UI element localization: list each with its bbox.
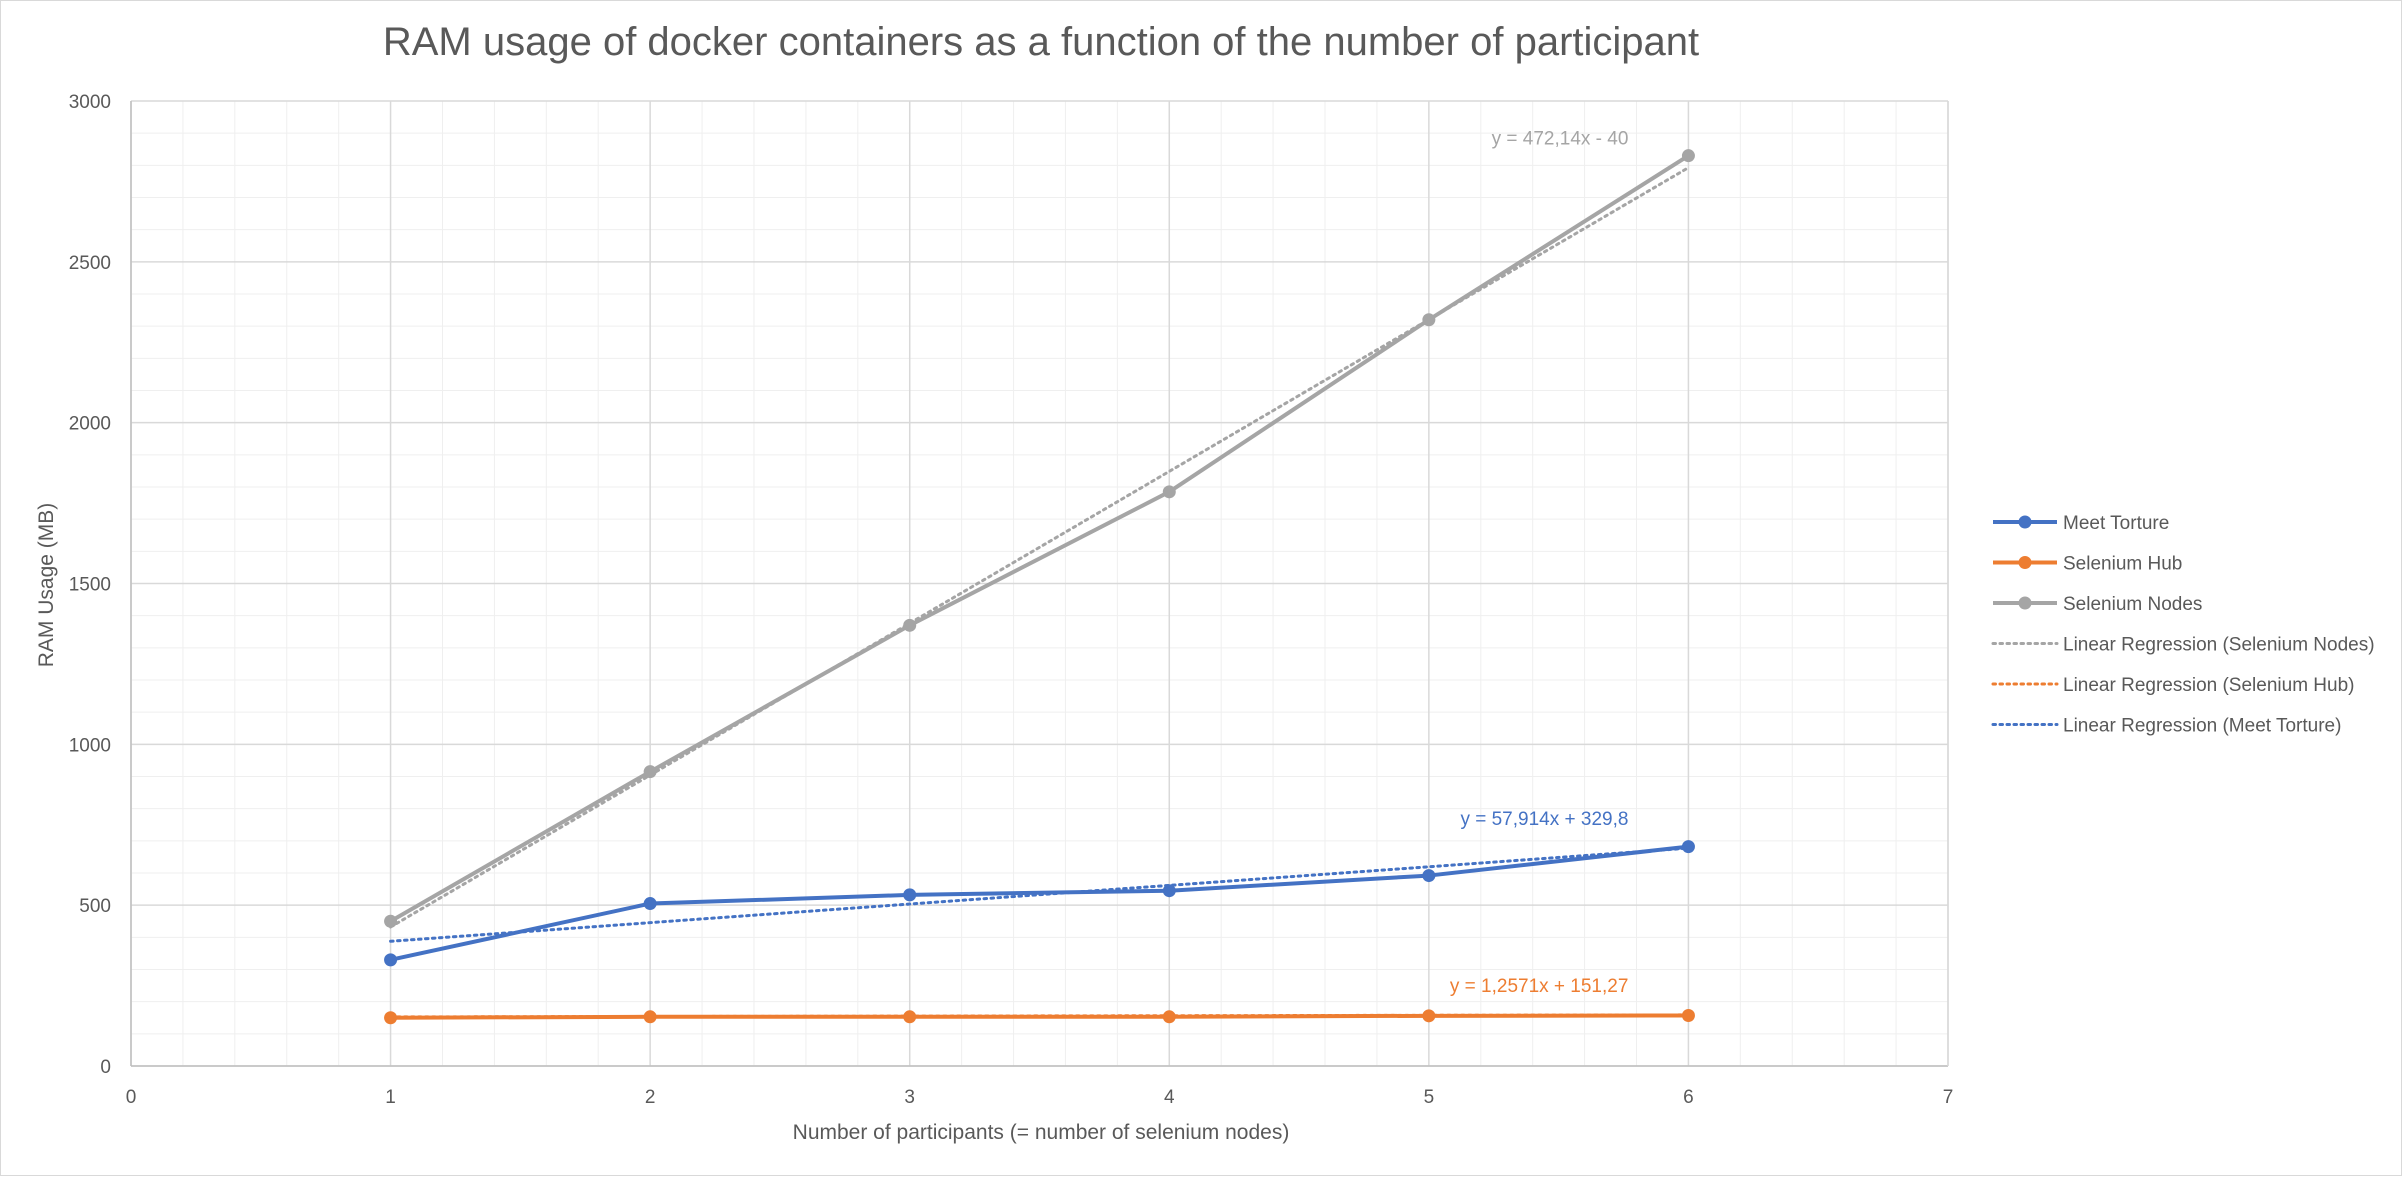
x-tick-label: 2 (645, 1087, 656, 1108)
data-point (643, 1010, 657, 1024)
major-gridlines (130, 100, 1949, 1067)
legend-swatch-marker (2018, 556, 2032, 569)
data-point (384, 914, 398, 928)
trendlines (389, 166, 1690, 1019)
data-point (1162, 884, 1176, 898)
trendline-equation: y = 1,2571x + 151,27 (1450, 976, 1629, 997)
data-point (1681, 149, 1695, 163)
legend-label: Meet Torture (2063, 513, 2169, 534)
y-tick-label: 0 (100, 1057, 111, 1078)
legend-swatch-marker (2018, 515, 2032, 529)
data-point (1681, 840, 1695, 854)
tick-labels: 0 1 2 3 4 5 6 7 0 500 1000 1500 2000 2500 3000 (69, 92, 1954, 1108)
x-tick-label: 4 (1164, 1087, 1175, 1108)
data-point (643, 765, 657, 779)
legend-label: Selenium Nodes (2063, 594, 2202, 615)
x-tick-label: 6 (1683, 1087, 1694, 1108)
y-tick-label: 500 (79, 896, 111, 917)
x-tick-label: 5 (1424, 1087, 1435, 1108)
data-point (903, 888, 917, 902)
legend-entry[interactable]: Selenium Nodes (1993, 594, 2202, 615)
trendline-equation: y = 472,14x - 40 (1492, 129, 1629, 150)
data-point (643, 897, 657, 911)
data-point (384, 1011, 398, 1025)
data-point (1422, 313, 1436, 327)
legend-entry[interactable]: Meet Torture (1993, 513, 2169, 534)
y-tick-label: 3000 (69, 92, 111, 113)
legend-entry[interactable]: Linear Regression (Selenium Nodes) (1991, 635, 2375, 656)
legend[interactable]: Meet Torture Selenium Hub Selenium Nodes Li… (1991, 513, 2375, 737)
series (384, 149, 1695, 1025)
trendline-equations: y = 472,14x - 40 y = 1,2571x + 151,27 y = … (1450, 129, 1629, 997)
legend-label: Linear Regression (Meet Torture) (2063, 716, 2341, 737)
data-point (1162, 485, 1176, 499)
x-axis-label: Number of participants (= number of sele… (793, 1121, 1290, 1144)
series-line (389, 153, 1690, 923)
trendline-equation: y = 57,914x + 329,8 (1460, 809, 1628, 830)
data-point (1422, 869, 1436, 883)
series-line (390, 1013, 1689, 1020)
y-axis-label: RAM Usage (MB) (35, 503, 58, 668)
x-tick-label: 3 (904, 1087, 915, 1108)
legend-swatch-marker (2018, 596, 2032, 610)
y-tick-label: 1500 (69, 575, 111, 596)
data-point (903, 1010, 917, 1024)
data-point (903, 618, 917, 632)
legend-label: Linear Regression (Selenium Nodes) (2063, 635, 2375, 656)
x-tick-label: 0 (126, 1087, 137, 1108)
y-tick-label: 2500 (69, 253, 111, 274)
data-point (1422, 1009, 1436, 1023)
y-tick-label: 2000 (69, 414, 111, 435)
x-tick-label: 7 (1943, 1087, 1954, 1108)
series-line (390, 844, 1689, 962)
x-tick-label: 1 (385, 1087, 396, 1108)
legend-label: Linear Regression (Selenium Hub) (2063, 675, 2354, 696)
data-point (1681, 1008, 1695, 1022)
legend-entry[interactable]: Selenium Hub (1993, 554, 2182, 575)
legend-label: Selenium Hub (2063, 554, 2182, 575)
legend-entry[interactable]: Linear Regression (Meet Torture) (1991, 716, 2341, 737)
data-point (1162, 1010, 1176, 1024)
chart-title: RAM usage of docker containers as a func… (383, 20, 1699, 64)
legend-entry[interactable]: Linear Regression (Selenium Hub) (1991, 675, 2354, 696)
data-point (384, 953, 398, 967)
axes (130, 101, 1949, 1067)
y-tick-label: 1000 (69, 735, 111, 756)
